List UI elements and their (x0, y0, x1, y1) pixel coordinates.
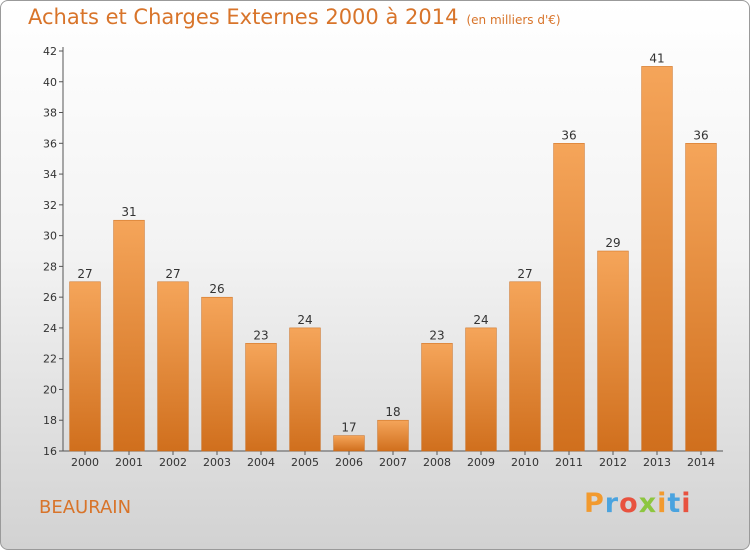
bar-value-label: 24 (473, 313, 488, 327)
bar-value-label: 17 (341, 421, 356, 435)
y-tick-label: 16 (43, 445, 57, 458)
axes: 16 18 20 22 24 26 28 30 32 34 36 38 40 42 2000 2001 2002… (43, 45, 723, 469)
location-label: BEAURAIN (39, 497, 132, 518)
bar-value-label: 23 (253, 328, 268, 342)
x-tick-label: 2007 (379, 456, 407, 469)
y-tick-label: 22 (43, 353, 57, 366)
y-tick-label: 30 (43, 230, 57, 243)
y-tick-label: 38 (43, 107, 57, 120)
bar-value-label: 27 (517, 267, 532, 281)
bar (641, 66, 673, 452)
bar-value-label: 23 (429, 328, 444, 342)
bar (113, 219, 145, 452)
chart-title: Achats et Charges Externes 2000 à 2014 (e… (28, 5, 561, 29)
x-tick-label: 2002 (159, 456, 187, 469)
x-tick-label: 2010 (511, 456, 539, 469)
bar (465, 327, 497, 452)
x-tick-label: 2009 (467, 456, 495, 469)
bar (553, 143, 585, 452)
y-tick-label: 26 (43, 291, 57, 304)
logo-letter: x (638, 488, 658, 519)
y-tick-label: 36 (43, 137, 57, 150)
logo-letter: i (681, 488, 692, 519)
bar (377, 419, 409, 452)
bar (245, 343, 277, 452)
bar (597, 250, 629, 452)
y-tick-label: 18 (43, 414, 57, 427)
y-tick-label: 24 (43, 322, 57, 335)
logo-letter: t (667, 488, 682, 519)
logo-letter: P (584, 488, 605, 519)
bar-value-label: 18 (385, 405, 400, 419)
x-tick-label: 2000 (71, 456, 99, 469)
bar (685, 143, 717, 452)
bar-value-label: 36 (561, 128, 576, 142)
proxiti-logo: Proxiti (584, 488, 692, 519)
x-tick-label: 2008 (423, 456, 451, 469)
bar (509, 281, 541, 452)
x-tick-label: 2004 (247, 456, 275, 469)
y-tick-label: 34 (43, 168, 57, 181)
y-tick-label: 20 (43, 383, 57, 396)
x-tick-label: 2005 (291, 456, 319, 469)
x-tick-label: 2012 (599, 456, 627, 469)
bars (69, 66, 717, 452)
bar (289, 327, 321, 452)
logo-letter: r (604, 488, 620, 519)
x-tick-label: 2003 (203, 456, 231, 469)
bar-value-label: 27 (165, 267, 180, 281)
bar-value-label: 26 (209, 282, 224, 296)
value-labels: 27 31 27 26 23 24 17 18 23 24 27 36 29 41 36 (77, 51, 708, 434)
x-tick-label: 2006 (335, 456, 363, 469)
bar (421, 343, 453, 452)
logo-letter: i (657, 488, 668, 519)
bar (333, 435, 365, 452)
bar-value-label: 36 (693, 128, 708, 142)
x-tick-label: 2014 (687, 456, 715, 469)
bar (157, 281, 189, 452)
bar-value-label: 27 (77, 267, 92, 281)
y-tick-label: 40 (43, 76, 57, 89)
title-unit: (en milliers d'€) (466, 13, 561, 27)
bar (201, 296, 233, 452)
bar-value-label: 31 (121, 205, 136, 219)
y-tick-label: 42 (43, 45, 57, 58)
logo-letter: o (619, 488, 639, 519)
x-tick-label: 2001 (115, 456, 143, 469)
bar-value-label: 29 (605, 236, 620, 250)
y-tick-label: 28 (43, 260, 57, 273)
bar (69, 281, 101, 452)
bar-value-label: 24 (297, 313, 312, 327)
y-tick-label: 32 (43, 199, 57, 212)
x-tick-label: 2013 (643, 456, 671, 469)
x-tick-label: 2011 (555, 456, 583, 469)
title-main: Achats et Charges Externes 2000 à 2014 (28, 5, 459, 29)
bar-value-label: 41 (649, 51, 664, 65)
